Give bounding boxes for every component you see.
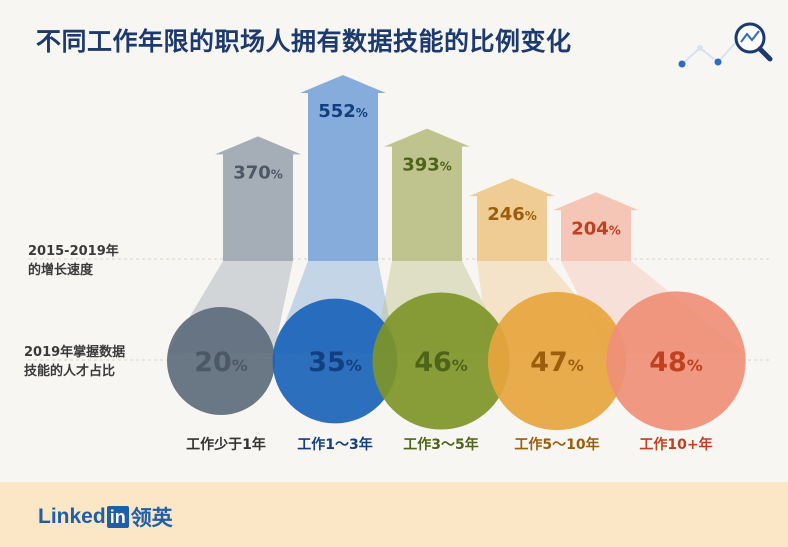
linkedin-logo: Linked in 领英 bbox=[38, 502, 173, 532]
category-label: 工作1～3年 bbox=[297, 436, 372, 453]
growth-row-label: 2015-2019年 的增长速度 bbox=[28, 242, 119, 280]
growth-arrow bbox=[300, 75, 386, 261]
share-circle bbox=[487, 291, 627, 431]
share-value-label: 47% bbox=[530, 347, 584, 378]
growth-arrow bbox=[384, 128, 470, 261]
share-row-label: 2019年掌握数据 技能的人才占比 bbox=[24, 343, 125, 381]
growth-row-label-line2: 的增长速度 bbox=[28, 263, 94, 278]
share-circle bbox=[372, 292, 510, 430]
growth-value-label: 246% bbox=[487, 204, 537, 225]
share-value-label: 46% bbox=[414, 347, 468, 378]
share-value-label: 48% bbox=[649, 347, 703, 378]
share-value-label: 20% bbox=[194, 347, 248, 378]
category-label: 工作3～5年 bbox=[403, 436, 478, 453]
category-label: 工作少于1年 bbox=[186, 436, 266, 453]
share-circles: 20% 工作少于1年 35% 工作1～3年 46% 工作3～5年 47% 工作5～10年 48%… bbox=[167, 291, 746, 453]
search-chart-icon bbox=[678, 22, 773, 68]
brand-in-box: in bbox=[106, 506, 129, 528]
growth-value-label: 552% bbox=[318, 101, 368, 122]
growth-value-label: 204% bbox=[571, 218, 621, 239]
brand-name: Linked bbox=[38, 505, 106, 528]
growth-arrows: 370% 552% 393% 246% 204% bbox=[215, 75, 639, 261]
growth-value-label: 393% bbox=[402, 155, 452, 176]
growth-arrow bbox=[469, 178, 555, 261]
share-circle bbox=[167, 307, 275, 415]
category-label: 工作5～10年 bbox=[514, 436, 599, 453]
growth-arrow bbox=[553, 192, 639, 261]
page-title: 不同工作年限的职场人拥有数据技能的比例变化 bbox=[36, 27, 572, 56]
share-value-label: 35% bbox=[308, 347, 362, 378]
footer-bar bbox=[0, 482, 788, 547]
share-circle bbox=[606, 291, 746, 431]
growth-arrow bbox=[215, 136, 301, 261]
share-circle bbox=[272, 298, 398, 424]
share-row-label-line1: 2019年掌握数据 bbox=[24, 345, 126, 360]
share-row-label-line2: 技能的人才占比 bbox=[24, 364, 116, 379]
growth-row-label-line1: 2015-2019年 bbox=[28, 244, 119, 259]
growth-value-label: 370% bbox=[233, 162, 283, 183]
category-label: 工作10+年 bbox=[639, 436, 712, 453]
brand-cn: 领英 bbox=[130, 506, 173, 530]
